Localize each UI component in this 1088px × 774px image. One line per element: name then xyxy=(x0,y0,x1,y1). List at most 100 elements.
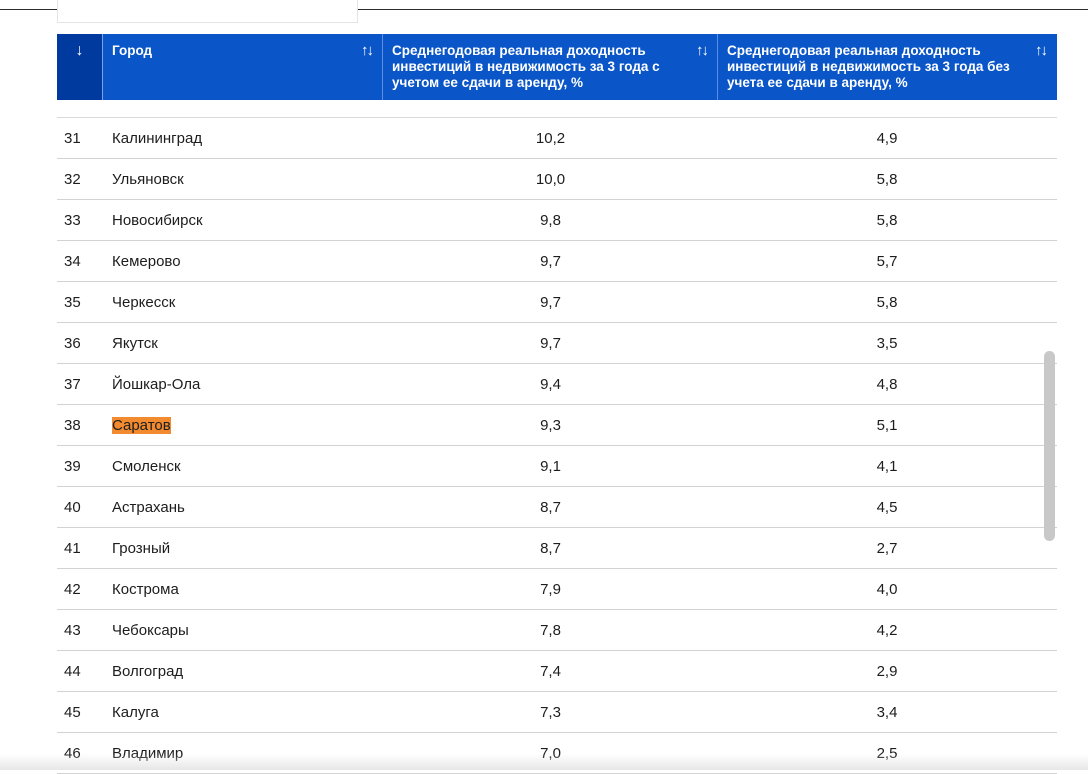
row-rank: 45 xyxy=(64,703,81,721)
search-input[interactable] xyxy=(57,0,358,23)
bottom-fade xyxy=(0,754,1088,770)
row-yield-without-rent-cell: 4,5 xyxy=(718,499,1056,516)
row-yield-with-rent-cell: 7,3 xyxy=(383,704,718,721)
row-city: Смоленск xyxy=(112,457,181,475)
row-yield-with-rent-cell: 9,7 xyxy=(383,335,718,352)
row-rank-cell: 32 xyxy=(57,171,103,188)
row-yield-without-rent-cell: 5,8 xyxy=(718,212,1056,229)
row-yield-without-rent-cell: 4,1 xyxy=(718,458,1056,475)
row-rank: 34 xyxy=(64,252,81,270)
yield-without-rent-column-header[interactable]: Среднегодовая реальная доходность инвест… xyxy=(718,34,1056,100)
row-city-cell: Волгоград xyxy=(103,663,383,680)
row-city: Калининград xyxy=(112,129,203,147)
row-yield-without-rent: 4,0 xyxy=(876,580,898,598)
row-yield-with-rent-cell: 9,4 xyxy=(383,376,718,393)
row-yield-without-rent: 3,5 xyxy=(876,334,898,352)
row-rank: 44 xyxy=(64,662,81,680)
city-column-header[interactable]: Город ↑↓ xyxy=(103,34,383,100)
sort-toggle-icon[interactable]: ↑↓ xyxy=(361,42,374,59)
row-yield-without-rent-cell: 5,8 xyxy=(718,294,1056,311)
row-rank-cell: 35 xyxy=(57,294,103,311)
row-yield-without-rent: 4,8 xyxy=(876,375,898,393)
table-row: 38 Саратов 9,3 5,1 xyxy=(57,405,1057,446)
row-city-cell: Йошкар-Ола xyxy=(103,376,383,393)
row-city-cell: Ульяновск xyxy=(103,171,383,188)
row-yield-without-rent: 4,1 xyxy=(876,457,898,475)
table-row: 44 Волгоград 7,4 2,9 xyxy=(57,651,1057,692)
yield-with-rent-column-header[interactable]: Среднегодовая реальная доходность инвест… xyxy=(383,34,718,100)
row-rank-cell: 36 xyxy=(57,335,103,352)
row-rank-cell: 39 xyxy=(57,458,103,475)
table-row: 36 Якутск 9,7 3,5 xyxy=(57,323,1057,364)
table-header: ↓ Город ↑↓ Среднегодовая реальная доходн… xyxy=(57,34,1057,100)
row-city: Черкесск xyxy=(112,293,176,311)
row-rank: 33 xyxy=(64,211,81,229)
row-yield-without-rent: 5,1 xyxy=(876,416,898,434)
row-rank: 35 xyxy=(64,293,81,311)
table-body: 31 Калининград 10,2 4,9 32 Ульяновск 10,0 5,8 33… xyxy=(57,117,1057,774)
row-yield-without-rent: 4,2 xyxy=(876,621,898,639)
row-city: Саратов xyxy=(112,416,171,434)
row-city: Йошкар-Ола xyxy=(112,375,201,393)
row-city-cell: Чебоксары xyxy=(103,622,383,639)
row-yield-without-rent-cell: 4,0 xyxy=(718,581,1056,598)
row-yield-with-rent-cell: 7,4 xyxy=(383,663,718,680)
row-rank-cell: 40 xyxy=(57,499,103,516)
row-yield-without-rent: 4,5 xyxy=(876,498,898,516)
table-row: 34 Кемерово 9,7 5,7 xyxy=(57,241,1057,282)
yield-with-rent-header-label: Среднегодовая реальная доходность инвест… xyxy=(392,43,660,90)
row-yield-without-rent-cell: 4,9 xyxy=(718,130,1056,147)
row-city-cell: Грозный xyxy=(103,540,383,557)
row-city: Новосибирск xyxy=(112,211,203,229)
sort-rank-header[interactable]: ↓ xyxy=(57,34,103,100)
row-city: Калуга xyxy=(112,703,159,721)
arrow-down-icon: ↓ xyxy=(75,42,84,59)
row-rank: 42 xyxy=(64,580,81,598)
row-yield-with-rent-cell: 7,9 xyxy=(383,581,718,598)
table-row: 39 Смоленск 9,1 4,1 xyxy=(57,446,1057,487)
row-rank-cell: 37 xyxy=(57,376,103,393)
row-rank: 32 xyxy=(64,170,81,188)
row-rank: 39 xyxy=(64,457,81,475)
table-row: 33 Новосибирск 9,8 5,8 xyxy=(57,200,1057,241)
row-rank-cell: 33 xyxy=(57,212,103,229)
row-rank: 31 xyxy=(64,129,81,147)
row-rank-cell: 34 xyxy=(57,253,103,270)
row-yield-without-rent-cell: 2,9 xyxy=(718,663,1056,680)
yield-without-rent-header-label: Среднегодовая реальная доходность инвест… xyxy=(727,43,1010,90)
row-yield-without-rent-cell: 5,7 xyxy=(718,253,1056,270)
sort-toggle-icon[interactable]: ↑↓ xyxy=(1035,42,1048,59)
row-yield-with-rent: 9,7 xyxy=(540,334,561,352)
row-city: Якутск xyxy=(112,334,158,352)
row-yield-with-rent-cell: 7,8 xyxy=(383,622,718,639)
table-row: 35 Черкесск 9,7 5,8 xyxy=(57,282,1057,323)
row-yield-with-rent: 10,0 xyxy=(535,170,566,188)
table-row: 31 Калининград 10,2 4,9 xyxy=(57,118,1057,159)
row-rank-cell: 41 xyxy=(57,540,103,557)
row-yield-without-rent: 4,9 xyxy=(876,129,898,147)
row-city-cell: Саратов xyxy=(103,416,383,434)
row-yield-with-rent: 9,1 xyxy=(540,457,561,475)
row-rank-cell: 45 xyxy=(57,704,103,721)
row-yield-without-rent: 5,8 xyxy=(876,170,898,188)
row-yield-with-rent: 7,8 xyxy=(540,621,561,639)
row-yield-with-rent: 8,7 xyxy=(540,498,561,516)
row-yield-without-rent-cell: 5,1 xyxy=(718,417,1056,434)
row-rank-cell: 43 xyxy=(57,622,103,639)
row-city-cell: Черкесск xyxy=(103,294,383,311)
row-yield-with-rent-cell: 9,1 xyxy=(383,458,718,475)
row-city: Волгоград xyxy=(112,662,184,680)
row-city-cell: Калининград xyxy=(103,130,383,147)
scrollbar-thumb[interactable] xyxy=(1044,351,1055,541)
row-city: Кострома xyxy=(112,580,179,598)
row-yield-without-rent: 5,8 xyxy=(876,293,898,311)
row-yield-with-rent: 9,7 xyxy=(540,252,561,270)
row-yield-without-rent: 5,8 xyxy=(876,211,898,229)
table-row: 41 Грозный 8,7 2,7 xyxy=(57,528,1057,569)
row-rank-cell: 31 xyxy=(57,130,103,147)
row-yield-with-rent-cell: 8,7 xyxy=(383,540,718,557)
row-yield-with-rent-cell: 10,2 xyxy=(383,130,718,147)
row-yield-without-rent: 2,9 xyxy=(876,662,898,680)
row-yield-without-rent-cell: 4,2 xyxy=(718,622,1056,639)
sort-toggle-icon[interactable]: ↑↓ xyxy=(696,42,709,59)
